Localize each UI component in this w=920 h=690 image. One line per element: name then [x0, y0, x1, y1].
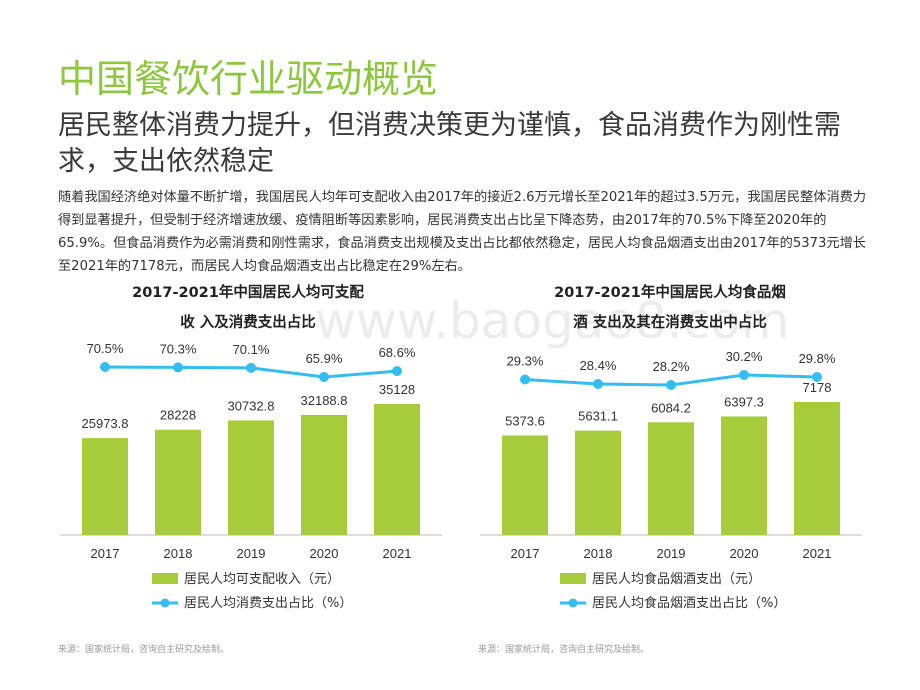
source-note-right: 来源：国家统计局，咨询自主研究及绘制。 — [478, 645, 650, 655]
chart1-title-line1: 2017-2021年中国居民人均可支配 — [132, 285, 364, 301]
ratio-point-2017 — [100, 362, 110, 372]
bar-2020 — [301, 414, 347, 535]
bar-2018 — [575, 430, 621, 535]
ratio-point-2019 — [666, 380, 676, 390]
page-title: 中国餐饮行业驱动概览 — [58, 57, 439, 101]
x-tick-label: 2017 — [91, 546, 120, 561]
x-tick-label: 2020 — [730, 546, 759, 561]
bar-2021 — [794, 402, 840, 535]
ratio-point-2019 — [246, 362, 256, 373]
chart2-title-line1: 2017-2021年中国居民人均食品烟 — [554, 285, 786, 301]
chart1-title-line2: 收 入及消费支出占比 — [180, 315, 316, 331]
ratio-point-2017 — [520, 374, 530, 385]
legend-bar-swatch — [152, 573, 178, 584]
ratio-value-label: 28.2% — [653, 359, 690, 374]
x-tick-label: 2018 — [164, 546, 193, 561]
ratio-value-label: 70.1% — [233, 342, 270, 357]
ratio-point-2018 — [173, 362, 183, 373]
bar-value-label: 25973.8 — [82, 416, 129, 431]
ratio-value-label: 29.8% — [799, 351, 836, 366]
legend-line-marker — [568, 598, 578, 608]
ratio-value-label: 28.4% — [580, 358, 617, 373]
bar-2019 — [648, 422, 694, 535]
legend-line-label: 居民人均食品烟酒支出占比（%） — [592, 595, 786, 611]
bar-2017 — [502, 435, 548, 535]
x-tick-label: 2021 — [803, 546, 832, 561]
ratio-value-label: 65.9% — [306, 351, 343, 366]
bar-2020 — [721, 416, 767, 535]
ratio-point-2020 — [739, 370, 749, 380]
bar-2017 — [82, 438, 128, 535]
bar-value-label: 6397.3 — [724, 394, 764, 409]
chart-income-consumption: 25973.8 2017 28228 2018 30732.8 2019 32188.8 20… — [60, 341, 442, 611]
summary-paragraph: 随着我国经济绝对体量不断扩增，我国居民人均年可支配收入由2017年的接近2.6万… — [58, 190, 866, 274]
ratio-value-label: 70.3% — [160, 341, 197, 356]
ratio-point-2020 — [319, 372, 329, 382]
legend-bar-swatch — [560, 573, 586, 584]
legend-line-label: 居民人均消费支出占比（%） — [184, 596, 352, 611]
ratio-value-label: 29.3% — [507, 354, 544, 369]
ratio-value-label: 68.6% — [379, 345, 416, 360]
legend-bar-label: 居民人均食品烟酒支出（元） — [592, 571, 761, 587]
bar-value-label: 35128 — [379, 382, 415, 397]
page-subtitle: 居民整体消费力提升，但消费决策更为谨慎，食品消费作为刚性需求，支出依然稳定 — [58, 110, 841, 177]
bar-value-label: 30732.8 — [228, 398, 275, 413]
bar-2019 — [228, 420, 274, 535]
bar-2018 — [155, 429, 201, 535]
ratio-value-label: 30.2% — [726, 349, 763, 364]
bar-value-label: 6084.2 — [651, 400, 691, 415]
legend-line-marker — [160, 598, 170, 608]
x-tick-label: 2020 — [310, 546, 339, 561]
x-tick-label: 2019 — [657, 546, 686, 561]
x-tick-label: 2021 — [383, 546, 412, 561]
x-tick-label: 2018 — [584, 546, 613, 561]
ratio-value-label: 70.5% — [87, 341, 124, 356]
chart2-title-line2: 酒 支出及其在消费支出中占比 — [573, 315, 767, 331]
bar-2021 — [374, 404, 420, 535]
ratio-point-2018 — [593, 379, 603, 389]
ratio-point-2021 — [812, 372, 822, 382]
bar-value-label: 7178 — [803, 380, 832, 395]
bar-value-label: 5373.6 — [505, 413, 545, 428]
bar-value-label: 32188.8 — [301, 393, 348, 408]
x-tick-label: 2019 — [237, 546, 266, 561]
chart-food-expenditure: 5373.6 2017 5631.1 2018 6084.2 2019 6397.3 2020… — [480, 349, 862, 611]
legend-bar-label: 居民人均可支配收入（元） — [184, 572, 340, 587]
source-note-left: 来源：国家统计局，咨询自主研究及绘制。 — [58, 645, 230, 655]
ratio-point-2021 — [392, 366, 402, 377]
bar-value-label: 5631.1 — [578, 409, 618, 424]
watermark: www.baogao8.com — [315, 292, 790, 350]
bar-value-label: 28228 — [160, 408, 196, 423]
x-tick-label: 2017 — [511, 546, 540, 561]
